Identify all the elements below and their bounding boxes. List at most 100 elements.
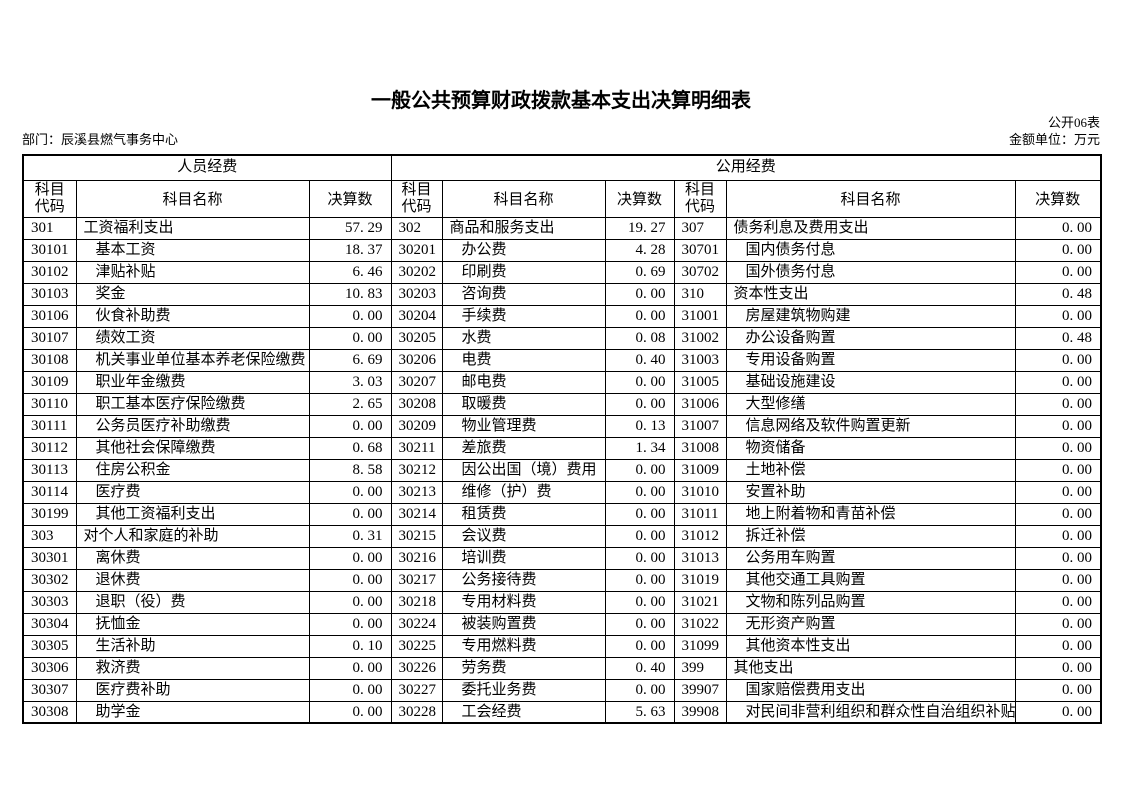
cell-value: 0. 00 [604,502,675,526]
cell-name: 抚恤金 [75,612,310,636]
cell-code: 31003 [673,348,727,372]
cell-code: 31022 [673,612,727,636]
cell-code: 39908 [673,700,727,724]
cell-value: 0. 00 [604,392,675,416]
cell-name: 公务员医疗补助缴费 [75,414,310,438]
cell-name: 办公费 [441,238,606,262]
cell-code: 30217 [390,568,443,592]
cell-code: 31099 [673,634,727,658]
group-header-personnel-funds: 人员经费 [22,154,392,181]
cell-code: 302 [390,216,443,240]
cell-code: 30212 [390,458,443,482]
cell-name: 办公设备购置 [725,326,1016,350]
table-row: 30107 绩效工资 0. 00 30205 水费 0. 08 31002 办公设备购置 0. … [22,326,1102,350]
column-header-name: 科目名称 [75,179,310,218]
cell-value: 0. 00 [1014,634,1102,658]
column-header-code: 科目代码 [22,179,77,218]
cell-code: 31008 [673,436,727,460]
cell-name: 退职（役）费 [75,590,310,614]
cell-value: 0. 31 [308,524,392,548]
cell-value: 0. 13 [604,414,675,438]
cell-name: 维修（护）费 [441,480,606,504]
cell-name: 公务用车购置 [725,546,1016,570]
cell-code: 30108 [22,348,77,372]
cell-value: 8. 58 [308,458,392,482]
cell-code: 30110 [22,392,77,416]
cell-value: 19. 27 [604,216,675,240]
cell-name: 印刷费 [441,260,606,284]
cell-code: 30207 [390,370,443,394]
column-header-value: 决算数 [604,179,675,218]
cell-name: 其他资本性支出 [725,634,1016,658]
table-row: 30303 退职（役）费 0. 00 30218 专用材料费 0. 00 31021 文物和陈… [22,590,1102,614]
cell-code: 30113 [22,458,77,482]
cell-code: 30203 [390,282,443,306]
table-row: 30114 医疗费 0. 00 30213 维修（护）费 0. 00 31010 安置补助 0.… [22,480,1102,504]
cell-code: 30227 [390,678,443,702]
cell-code: 30303 [22,590,77,614]
table-row: 30112 其他社会保障缴费 0. 68 30211 差旅费 1. 34 31008 物资储备… [22,436,1102,460]
expenditure-table: 人员经费 公用经费 科目代码 科目名称 决算数 科目代码 科目名称 决算数 科目… [22,154,1103,724]
cell-value: 5. 63 [604,700,675,724]
cell-value: 0. 00 [1014,216,1102,240]
cell-code: 399 [673,656,727,680]
cell-name: 手续费 [441,304,606,328]
cell-code: 307 [673,216,727,240]
cell-value: 0. 00 [1014,370,1102,394]
cell-value: 0. 00 [1014,304,1102,328]
table-row: 30302 退休费 0. 00 30217 公务接待费 0. 00 31019 其他交通工具购… [22,568,1102,592]
cell-name: 被装购置费 [441,612,606,636]
cell-code: 30111 [22,414,77,438]
cell-value: 57. 29 [308,216,392,240]
cell-name: 医疗费补助 [75,678,310,702]
cell-value: 0. 40 [604,656,675,680]
cell-value: 0. 00 [308,502,392,526]
table-body: 301 工资福利支出 57. 29 302 商品和服务支出 19. 27 307 债务利息及费… [22,216,1102,724]
cell-code: 30213 [390,480,443,504]
cell-code: 30209 [390,414,443,438]
cell-code: 39907 [673,678,727,702]
cell-code: 31010 [673,480,727,504]
cell-value: 0. 48 [1014,326,1102,350]
cell-code: 31011 [673,502,727,526]
cell-name: 差旅费 [441,436,606,460]
cell-code: 30225 [390,634,443,658]
cell-code: 30307 [22,678,77,702]
cell-value: 0. 00 [1014,392,1102,416]
cell-name: 助学金 [75,700,310,724]
table-row: 30102 津贴补贴 6. 46 30202 印刷费 0. 69 30702 国外债务付息 0.… [22,260,1102,284]
cell-name: 物资储备 [725,436,1016,460]
cell-value: 0. 00 [604,546,675,570]
cell-code: 30302 [22,568,77,592]
cell-value: 0. 00 [604,678,675,702]
cell-name: 专用燃料费 [441,634,606,658]
cell-code: 30226 [390,656,443,680]
cell-value: 6. 69 [308,348,392,372]
cell-code: 31021 [673,590,727,614]
cell-code: 31005 [673,370,727,394]
cell-code: 301 [22,216,77,240]
cell-code: 30101 [22,238,77,262]
cell-value: 0. 00 [308,326,392,350]
cell-value: 18. 37 [308,238,392,262]
cell-value: 0. 00 [1014,458,1102,482]
cell-value: 0. 00 [604,568,675,592]
cell-name: 拆迁补偿 [725,524,1016,548]
cell-name: 大型修缮 [725,392,1016,416]
cell-value: 0. 68 [308,436,392,460]
cell-name: 劳务费 [441,656,606,680]
table-row: 30108 机关事业单位基本养老保险缴费 6. 69 30206 电费 0. 40 3100… [22,348,1102,372]
table-row: 30109 职业年金缴费 3. 03 30207 邮电费 0. 00 31005 基础设施建设… [22,370,1102,394]
cell-code: 30224 [390,612,443,636]
column-header-row: 科目代码 科目名称 决算数 科目代码 科目名称 决算数 科目代码 科目名称 决算… [22,179,1102,218]
table-row: 30308 助学金 0. 00 30228 工会经费 5. 63 39908 对民间非营利组织… [22,700,1102,724]
cell-value: 0. 00 [308,568,392,592]
cell-code: 30205 [390,326,443,350]
cell-code: 30215 [390,524,443,548]
cell-name: 委托业务费 [441,678,606,702]
cell-code: 30202 [390,260,443,284]
cell-value: 0. 00 [308,414,392,438]
cell-value: 0. 00 [308,612,392,636]
cell-code: 31007 [673,414,727,438]
